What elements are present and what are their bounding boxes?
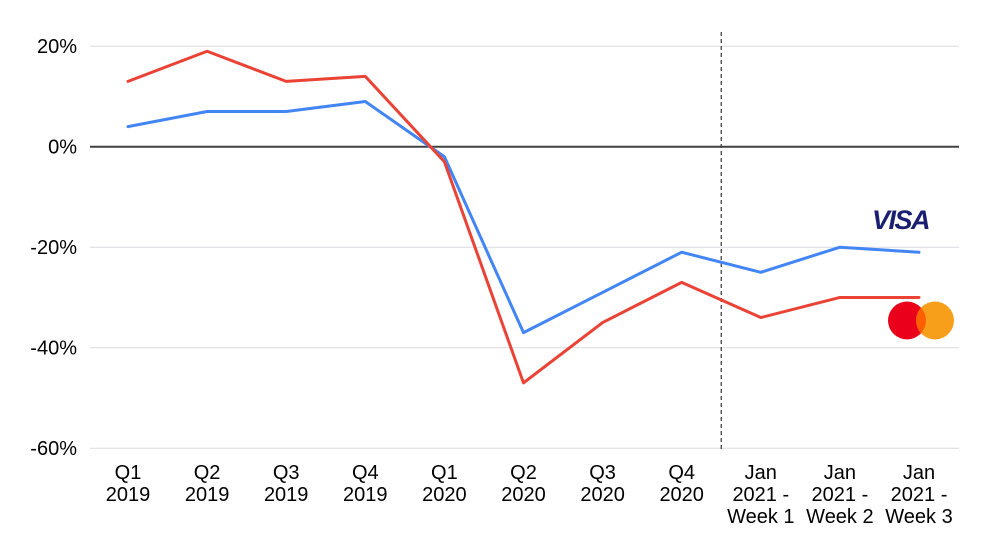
gridlines bbox=[90, 45, 959, 449]
visa-line bbox=[126, 99, 921, 335]
y-tick-label: 20% bbox=[37, 36, 77, 58]
y-tick-label: -20% bbox=[30, 237, 77, 259]
x-tick-label: Q2 2020 bbox=[501, 462, 546, 506]
series-lines bbox=[126, 49, 921, 385]
mastercard-line bbox=[126, 49, 921, 385]
y-tick-label: 0% bbox=[48, 137, 77, 159]
x-tick-label: Q3 2020 bbox=[580, 462, 625, 506]
x-tick-label: Q3 2019 bbox=[264, 462, 309, 506]
x-tick-label: Q4 2019 bbox=[343, 462, 388, 506]
mastercard-orange-circle-icon bbox=[916, 301, 954, 340]
mastercard-red-circle-icon bbox=[888, 301, 926, 340]
x-tick-label: Q4 2020 bbox=[659, 462, 704, 506]
mastercard-logo bbox=[888, 301, 954, 340]
visa-logo: VISA bbox=[872, 205, 931, 235]
x-tick-label: Q2 2019 bbox=[185, 462, 230, 506]
x-tick-label: Q1 2020 bbox=[422, 462, 467, 506]
y-axis-labels: 20% 0% -20% -40% -60% bbox=[30, 36, 77, 460]
y-tick-label: -60% bbox=[30, 438, 77, 460]
x-axis-labels: Q1 2019 Q2 2019 Q3 2019 Q4 2019 Q1 2020 Q2 2020 Q3 20… bbox=[106, 462, 953, 528]
x-tick-label: Jan 2021 -Week 2 bbox=[806, 462, 873, 528]
x-tick-label: Jan 2021 -Week 3 bbox=[885, 462, 952, 528]
y-tick-label: -40% bbox=[30, 338, 77, 360]
x-tick-label: Jan 2021 -Week 1 bbox=[727, 462, 794, 528]
x-tick-label: Q1 2019 bbox=[106, 462, 151, 506]
